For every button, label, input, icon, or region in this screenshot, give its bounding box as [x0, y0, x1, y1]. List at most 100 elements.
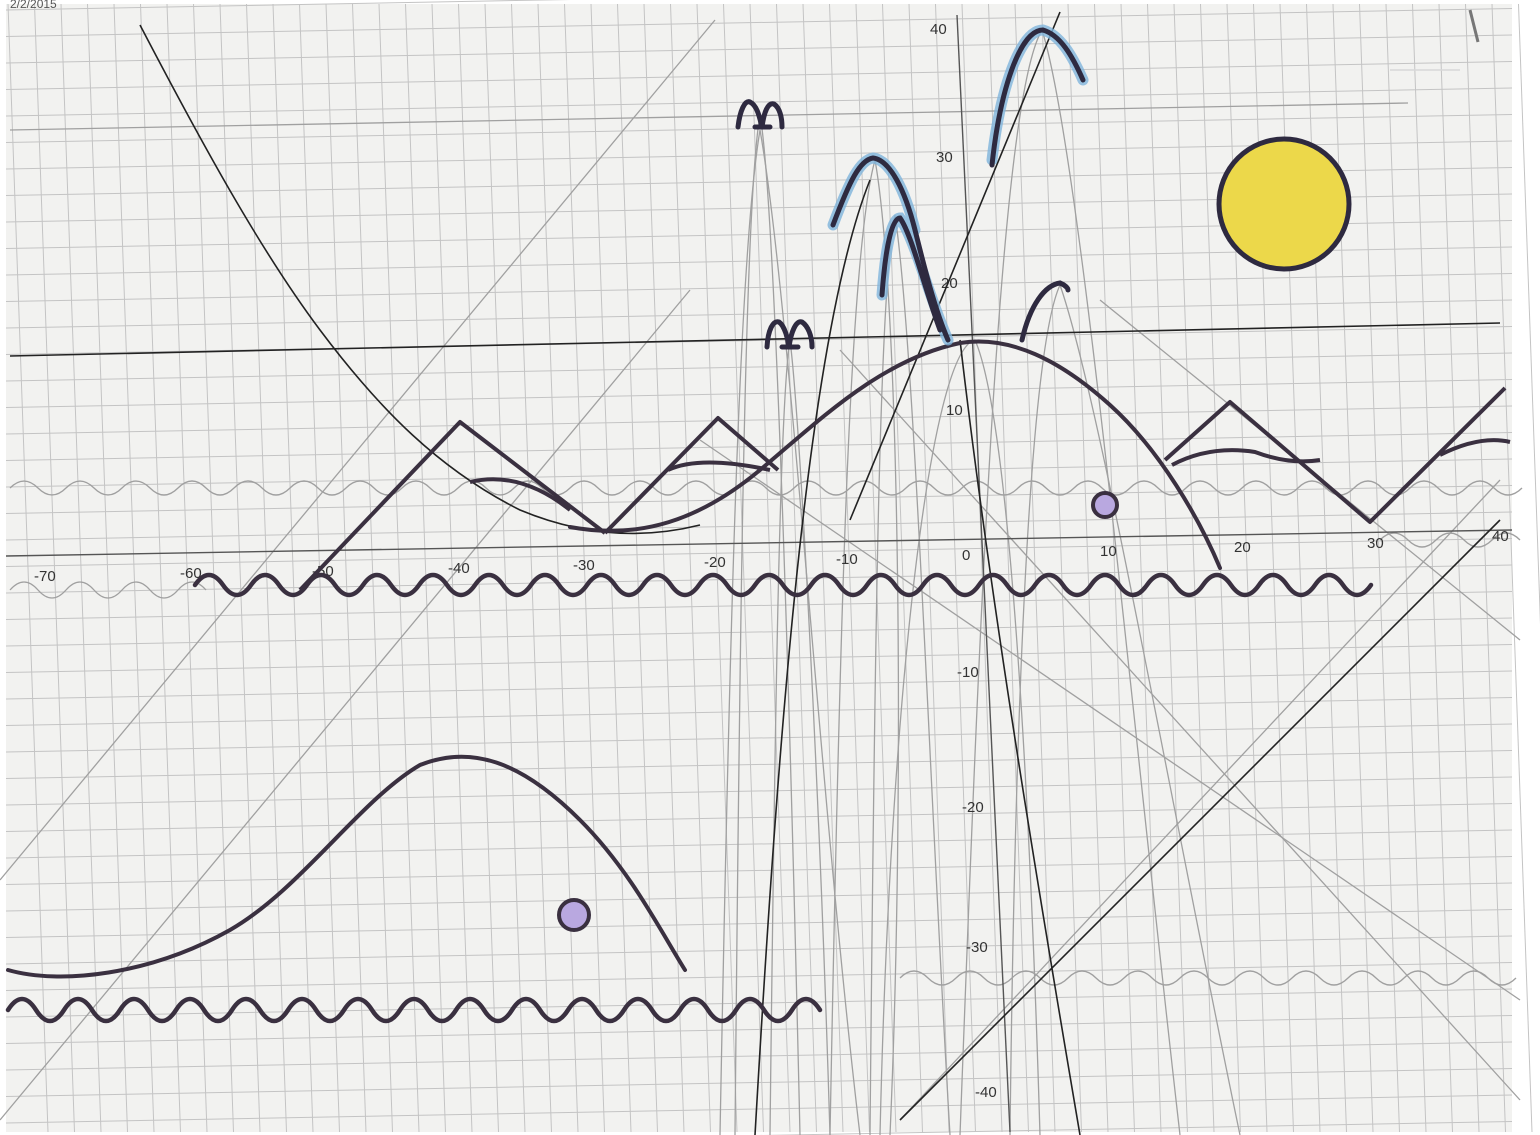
- grid-line-vertical: [378, 3, 420, 1133]
- grid-line-horizontal: [5, 829, 1513, 859]
- axes: [5, 14, 1513, 1133]
- grid-line-horizontal: [5, 34, 1513, 64]
- grid-line-vertical: [1359, 3, 1400, 1133]
- x-axis: [5, 529, 1513, 557]
- spout-2: [879, 215, 943, 333]
- grid-line-vertical: [882, 3, 923, 1133]
- pencil-wave-upper: [9, 480, 1523, 496]
- grid-line-vertical: [405, 3, 446, 1133]
- x-tick-label: -30: [573, 557, 595, 574]
- pencil-diagonal-1: [0, 19, 716, 881]
- grid-line-horizontal: [5, 538, 1513, 567]
- grid-line-vertical: [325, 3, 367, 1133]
- grid-line-vertical: [988, 3, 1029, 1133]
- mountain-3-ridge: [1171, 448, 1321, 467]
- grid-line-vertical: [802, 3, 844, 1133]
- x-tick-label: -70: [34, 568, 56, 585]
- grid-line-vertical: [1147, 3, 1188, 1133]
- grid-line-horizontal: [5, 1094, 1513, 1124]
- grid-line-vertical: [590, 3, 632, 1133]
- grid-line-horizontal: [758, 1121, 1513, 1135]
- bird-lower: [764, 319, 815, 350]
- grid-line-vertical: [908, 3, 950, 1133]
- grid-line-horizontal: [5, 856, 1513, 885]
- grid-line-vertical: [696, 3, 738, 1133]
- grid-line-vertical: [1438, 3, 1480, 1133]
- spout-stroke-right: [959, 339, 1081, 1135]
- whale-eye-bottom: [557, 898, 591, 932]
- grid-line-vertical: [723, 3, 764, 1133]
- pencil-guide-curves: [0, 19, 1523, 1135]
- spout-4: [1019, 280, 1071, 343]
- pencil-wave-left: [9, 581, 207, 599]
- pencil-wave-right: [1379, 532, 1521, 548]
- grid-line-horizontal: [5, 962, 1513, 991]
- ink-waves: [5, 572, 1374, 1024]
- grid-line-horizontal: [5, 935, 1513, 965]
- y-tick-label: -10: [957, 664, 979, 681]
- grid-line-horizontal: [5, 670, 1513, 700]
- x-tick-label: -20: [704, 554, 726, 571]
- grid-line-horizontal: [5, 697, 1513, 726]
- pencil-parabola-2: [719, 129, 861, 1135]
- grid-line-vertical: [643, 3, 685, 1133]
- y-axis-tick-labels: 40 30 20 10 -10 -20 -30 -40: [930, 21, 997, 1101]
- x-tick-label: 20: [1234, 539, 1251, 556]
- grid-line-vertical: [537, 3, 579, 1133]
- grid-line-horizontal: [5, 8, 1513, 37]
- grid-line-horizontal: [5, 882, 1513, 912]
- grid-line-horizontal: [5, 1015, 1513, 1044]
- grid-line-vertical: [749, 3, 791, 1133]
- pencil-diagonal-6: [899, 479, 1501, 1121]
- horizon-line: [9, 322, 1501, 357]
- y-tick-label: 30: [936, 149, 953, 166]
- grid-line-vertical: [1173, 3, 1215, 1133]
- grid-line-horizontal: [5, 617, 1513, 647]
- y-tick-label: -30: [966, 939, 988, 956]
- grid-line-vertical: [1465, 3, 1506, 1133]
- whale-body-top: [568, 339, 1222, 570]
- thin-ink-lines: [9, 11, 1501, 1135]
- grid-line-horizontal: [5, 909, 1513, 938]
- grid-line-vertical: [1385, 3, 1427, 1133]
- x-tick-label: 40: [1492, 528, 1509, 545]
- spout-stroke-left: [754, 179, 871, 1135]
- grid-line-vertical: [935, 3, 976, 1133]
- pencil-mark: [1468, 9, 1480, 43]
- steep-line-right: [849, 11, 1061, 521]
- mountain-2-ridge: [667, 460, 771, 472]
- pencil-wave-lower: [899, 970, 1517, 986]
- grid-line-vertical: [60, 3, 102, 1133]
- grid-line-horizontal: [5, 352, 1513, 382]
- x-tick-label: 30: [1367, 535, 1384, 552]
- grid-line-vertical: [34, 3, 75, 1133]
- grid-line-vertical: [219, 3, 261, 1133]
- y-tick-label: 40: [930, 21, 947, 38]
- grid-line-horizontal: [5, 776, 1513, 806]
- grid-line-vertical: [140, 3, 181, 1133]
- pencil-line-top: [9, 102, 1409, 131]
- grid-line-vertical: [511, 3, 552, 1133]
- grid-line-vertical: [1412, 3, 1453, 1133]
- grid-line-vertical: [87, 3, 128, 1133]
- y-tick-label: 20: [941, 275, 958, 292]
- whale-body-bottom: [6, 754, 687, 979]
- y-tick-label: -40: [975, 1084, 997, 1101]
- x-tick-label: -40: [448, 560, 470, 577]
- bird-top: [735, 99, 785, 130]
- grid-line-vertical: [484, 3, 526, 1133]
- grid-line-horizontal: [5, 1068, 1513, 1097]
- grid-line-horizontal: [5, 723, 1513, 753]
- x-axis-tick-labels: -70 -60 -50 -40 -30 -20 -10 0 10 20 30 4…: [34, 528, 1509, 585]
- grid-line-vertical: [113, 3, 155, 1133]
- mountain-1: [298, 420, 607, 592]
- x-tick-label: 10: [1100, 543, 1117, 560]
- pencil-diagonal-2: [0, 289, 691, 1121]
- big-whale: [568, 339, 1222, 570]
- grid-line-vertical: [776, 3, 817, 1133]
- y-tick-label: 10: [946, 402, 963, 419]
- y-tick-label: -20: [962, 799, 984, 816]
- grid-line-vertical: [1491, 3, 1533, 1133]
- spout-1: [830, 155, 951, 343]
